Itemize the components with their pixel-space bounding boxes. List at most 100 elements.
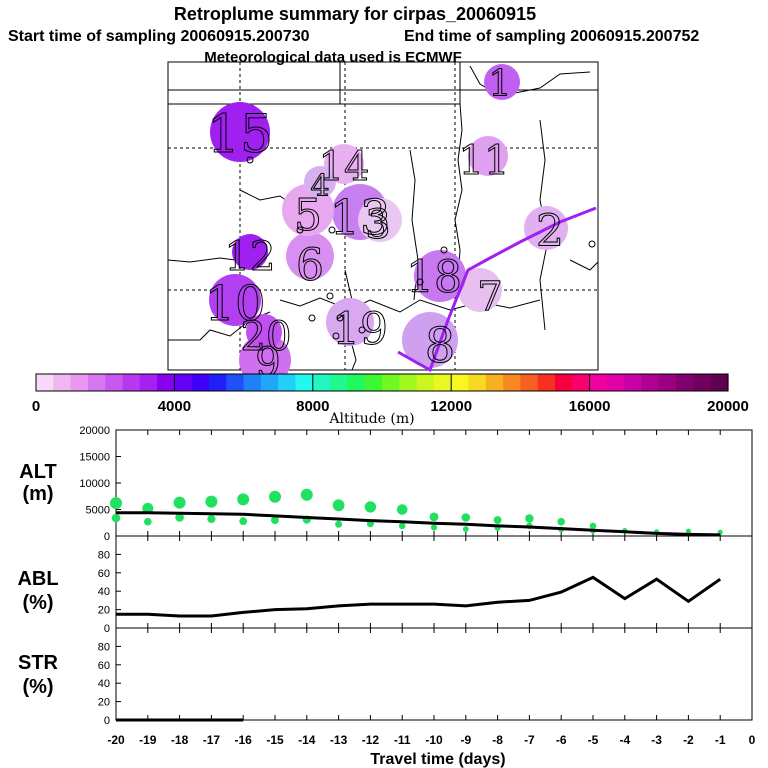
scatter-point [300,488,313,501]
series-line [116,575,722,618]
colorbar-cell [503,374,521,391]
met-data-label: Meteorological data used is ECMWF [204,49,462,66]
map-cluster-label: 6 [296,240,324,291]
map-cluster-blob [358,198,402,242]
x-tick-label: -2 [683,733,694,747]
colorbar-cell [433,374,452,391]
x-tick-label: -16 [235,733,253,747]
colorbar-cell [174,374,193,391]
scatter-point [173,496,186,509]
panel-name: ABL [17,568,58,590]
map-cluster-label: 18 [406,252,462,303]
map-cluster-label: 20 [241,314,292,360]
map-cluster-label: 4 [310,169,329,204]
colorbar-cell [485,374,504,391]
colorbar-cell [710,374,729,391]
x-tick-label: -10 [425,733,443,747]
panel-name: ALT [19,461,56,483]
panel-1: 0 20 40 60 80 ABL(%) [17,535,753,635]
x-tick-label: 0 [749,733,756,747]
map-cluster-blob [239,334,291,386]
scatter-point [398,522,406,530]
scatter-point [429,512,439,522]
colorbar-tick-label: 16000 [569,398,611,415]
scatter-point [335,520,343,528]
x-tick-label: -7 [524,733,535,747]
y-tick-label: 40 [98,586,110,598]
scatter-point [525,514,534,523]
colorbar-cell [382,374,400,391]
map-cluster-blob [246,314,282,350]
colorbar-cell [693,374,712,391]
map-cluster-blob [402,312,458,368]
receptor-markers [246,156,596,340]
x-tick-label: -1 [715,733,726,747]
scatter-point [396,504,408,515]
panel-2: 0 20 40 60 80 STR(%) [18,627,753,727]
scatter-point [111,513,121,523]
map-cluster-label: 12 [225,234,276,280]
x-axis-label: Travel time (days) [370,751,505,768]
colorbar-cell [105,374,124,391]
start-time-label: Start time of sampling 20060915.200730 [8,28,310,45]
colorbar-tick-label: 4000 [158,398,191,415]
x-tick-label: -8 [492,733,503,747]
colorbar-cell [676,374,694,391]
x-tick-label: -3 [651,733,662,747]
map-cluster-blob [209,274,261,326]
colorbar-cell [36,374,54,391]
scatter-point [462,526,469,532]
scatter-point [239,517,248,526]
colorbar-cell [520,374,539,391]
colorbar-xlabel: Altitude (m) [328,411,414,427]
colorbar-cell [555,374,573,391]
map-cluster-label: 11 [459,138,510,184]
y-tick-label: 0 [104,715,110,727]
y-tick-label: 15000 [79,452,110,464]
x-tick-label: -9 [460,733,471,747]
x-tick-label: -20 [107,733,125,747]
y-tick-label: 0 [104,623,110,635]
colorbar-cell [364,374,383,391]
x-tick-label: -11 [394,733,411,747]
x-tick-label: -17 [203,733,221,747]
colorbar-cell [641,374,660,391]
scatter-point [461,513,471,522]
y-tick-label: 80 [98,641,110,653]
map-cluster-label: 10 [204,276,265,332]
altitude-colorbar: 0 4000 8000 12000 16000 20000 Altitude (m) [32,373,749,427]
colorbar-tick-label: 0 [32,398,40,415]
colorbar-cell [260,374,279,391]
colorbar-cell [278,374,297,391]
colorbar-cell [226,374,245,391]
scatter-point [205,495,218,508]
scatter-point [237,493,250,506]
map-cluster-label: 1 [489,64,512,105]
map-cluster-blob [458,268,502,312]
panel-0: 0 5000 10000 15000 20000 ALT(m) [19,425,753,543]
scatter-point [142,502,154,514]
colorbar-cell [468,374,487,391]
scatter-point [493,516,502,525]
map-cluster-label: 2 [536,206,564,257]
map-cluster-label: 14 [319,144,370,190]
map-cluster-blob [484,64,520,100]
colorbar-cell [537,374,556,391]
y-tick-label: 20 [98,697,110,709]
panel-frame [115,627,753,721]
colorbar-cell [606,374,625,391]
map-cluster-label: 15 [207,105,273,165]
scatter-point [332,499,345,512]
scatter-point [557,517,565,526]
x-tick-label: -5 [588,733,599,747]
colorbar-cell [416,374,435,391]
scatter-point [430,524,438,531]
colorbar-cell [399,374,418,391]
scatter-point [271,516,279,525]
colorbar-tick-label: 8000 [296,398,329,415]
scatter-point [207,514,216,524]
x-tick-label: -15 [266,733,284,747]
colorbar-cell [209,374,227,391]
map-cluster-label: 7 [477,274,502,320]
